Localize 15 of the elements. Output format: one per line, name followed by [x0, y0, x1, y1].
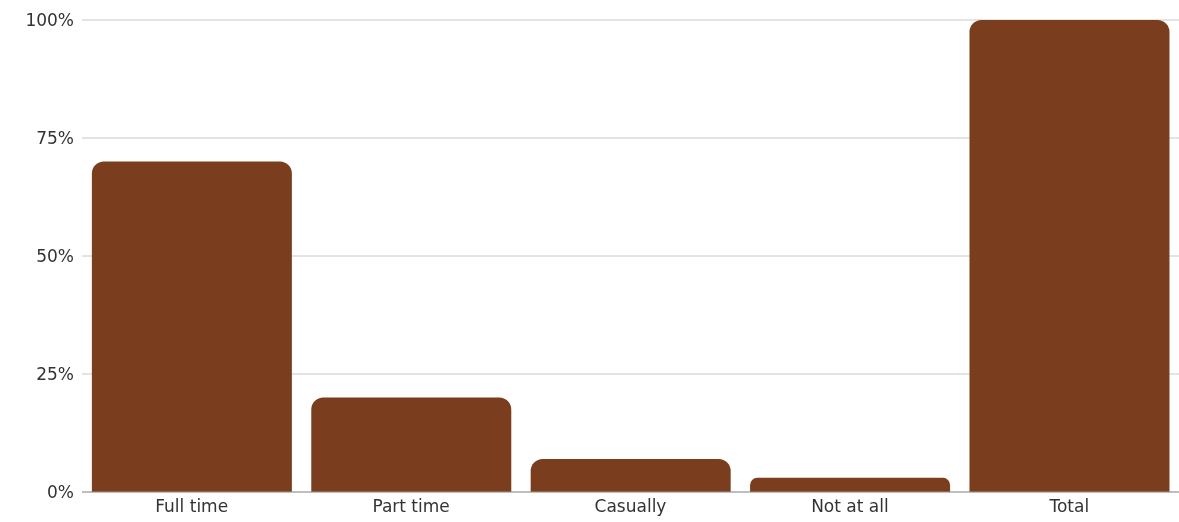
bar	[969, 20, 1170, 492]
x-tick-label: Casually	[594, 496, 667, 517]
y-tick-label: 100%	[25, 10, 74, 31]
x-tick-label: Full time	[155, 496, 229, 517]
bar	[311, 397, 512, 492]
bar	[91, 161, 292, 492]
y-tick-label: 0%	[47, 482, 74, 503]
y-tick-label: 75%	[36, 128, 74, 149]
y-tick-label: 25%	[36, 364, 74, 385]
x-tick-label: Not at all	[811, 496, 889, 517]
bar	[750, 477, 951, 492]
x-tick-label: Total	[1048, 496, 1090, 517]
bar	[530, 458, 731, 492]
y-tick-label: 50%	[36, 246, 74, 267]
x-tick-label: Part time	[372, 496, 450, 517]
